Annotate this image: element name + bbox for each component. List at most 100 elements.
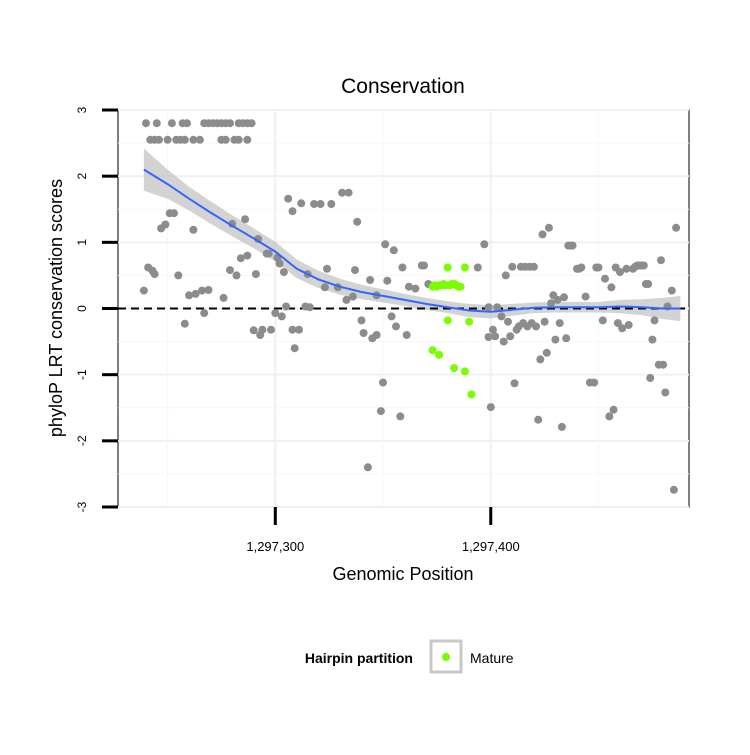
data-point <box>618 324 627 333</box>
data-point <box>243 251 252 260</box>
data-point <box>189 225 198 234</box>
data-point <box>609 405 618 414</box>
data-point <box>234 135 243 144</box>
data-point-mature <box>450 364 459 373</box>
data-point <box>398 263 407 272</box>
data-point <box>221 135 230 144</box>
data-point <box>499 337 508 346</box>
data-point <box>540 317 549 326</box>
data-point <box>402 331 411 339</box>
data-point <box>480 240 489 249</box>
data-point <box>170 209 178 218</box>
data-point <box>661 388 670 397</box>
data-point <box>198 286 206 295</box>
data-point-mature <box>460 263 469 272</box>
data-point <box>639 261 648 270</box>
data-point <box>297 199 306 208</box>
data-point-mature <box>428 346 437 355</box>
y-tick-label: 3 <box>75 106 89 113</box>
y-tick-label: -2 <box>75 435 89 446</box>
data-point <box>646 374 655 382</box>
data-point <box>529 262 538 271</box>
data-point <box>420 261 428 270</box>
x-axis-label: Genomic Position <box>332 564 473 584</box>
legend-entry-mature: Mature <box>470 650 514 666</box>
data-point <box>484 303 493 312</box>
data-point <box>605 412 614 421</box>
data-point <box>568 241 577 250</box>
smooth-confidence-band <box>143 148 681 322</box>
data-point-mature <box>467 390 476 399</box>
data-point <box>598 316 607 325</box>
data-point-mature <box>443 263 452 272</box>
data-point <box>226 266 234 275</box>
data-point <box>536 355 545 364</box>
data-point <box>351 266 359 275</box>
y-tick-label: -1 <box>75 369 89 380</box>
data-point <box>501 271 510 280</box>
data-point <box>320 283 329 292</box>
data-point <box>139 286 148 295</box>
data-point <box>667 286 676 295</box>
data-point <box>185 291 194 300</box>
data-point <box>648 335 657 344</box>
data-point <box>241 215 250 224</box>
legend: Hairpin partition Mature <box>305 639 514 674</box>
data-point <box>357 316 366 325</box>
data-point <box>624 321 633 329</box>
data-point <box>508 262 517 271</box>
data-point <box>562 334 571 343</box>
data-point <box>510 379 519 388</box>
data-point <box>553 295 562 304</box>
data-point <box>392 322 400 331</box>
data-point <box>669 485 678 494</box>
data-point <box>275 259 284 268</box>
data-point <box>590 378 599 387</box>
data-point <box>555 319 564 328</box>
data-point <box>264 249 273 258</box>
data-point-mature <box>443 316 452 325</box>
confidence-band <box>143 148 681 322</box>
data-point <box>650 316 659 325</box>
data-point <box>290 344 299 353</box>
data-point <box>236 254 245 263</box>
data-point <box>142 119 150 128</box>
data-point <box>493 303 502 312</box>
data-point <box>189 135 198 144</box>
data-point <box>411 284 420 293</box>
data-point <box>659 360 668 369</box>
data-point <box>150 270 159 279</box>
x-tick-label: 1,297,400 <box>462 539 520 554</box>
data-point <box>191 289 200 298</box>
legend-title: Hairpin partition <box>305 650 413 666</box>
data-point <box>363 463 372 472</box>
data-point <box>161 220 170 229</box>
data-point <box>174 271 183 280</box>
data-point <box>277 312 286 321</box>
data-point <box>387 312 396 321</box>
data-point <box>279 268 288 277</box>
data-point <box>622 264 631 273</box>
data-point <box>228 219 237 228</box>
data-point <box>180 135 189 144</box>
data-point <box>372 331 381 339</box>
data-point-mature <box>456 282 465 291</box>
data-point <box>542 348 551 357</box>
data-point <box>383 276 392 285</box>
data-point <box>404 282 413 291</box>
data-point <box>267 325 275 334</box>
data-point <box>163 135 172 144</box>
data-point <box>544 223 553 232</box>
y-tick-label: 0 <box>75 305 89 312</box>
data-point <box>491 332 500 341</box>
data-point <box>366 276 375 284</box>
data-point <box>342 295 351 304</box>
data-point <box>288 207 297 216</box>
data-point <box>344 188 353 197</box>
data-point <box>305 303 314 312</box>
loess-smooth-line <box>143 168 681 313</box>
data-point <box>284 194 293 203</box>
y-tick-label: 1 <box>75 239 89 246</box>
data-point <box>152 119 161 128</box>
